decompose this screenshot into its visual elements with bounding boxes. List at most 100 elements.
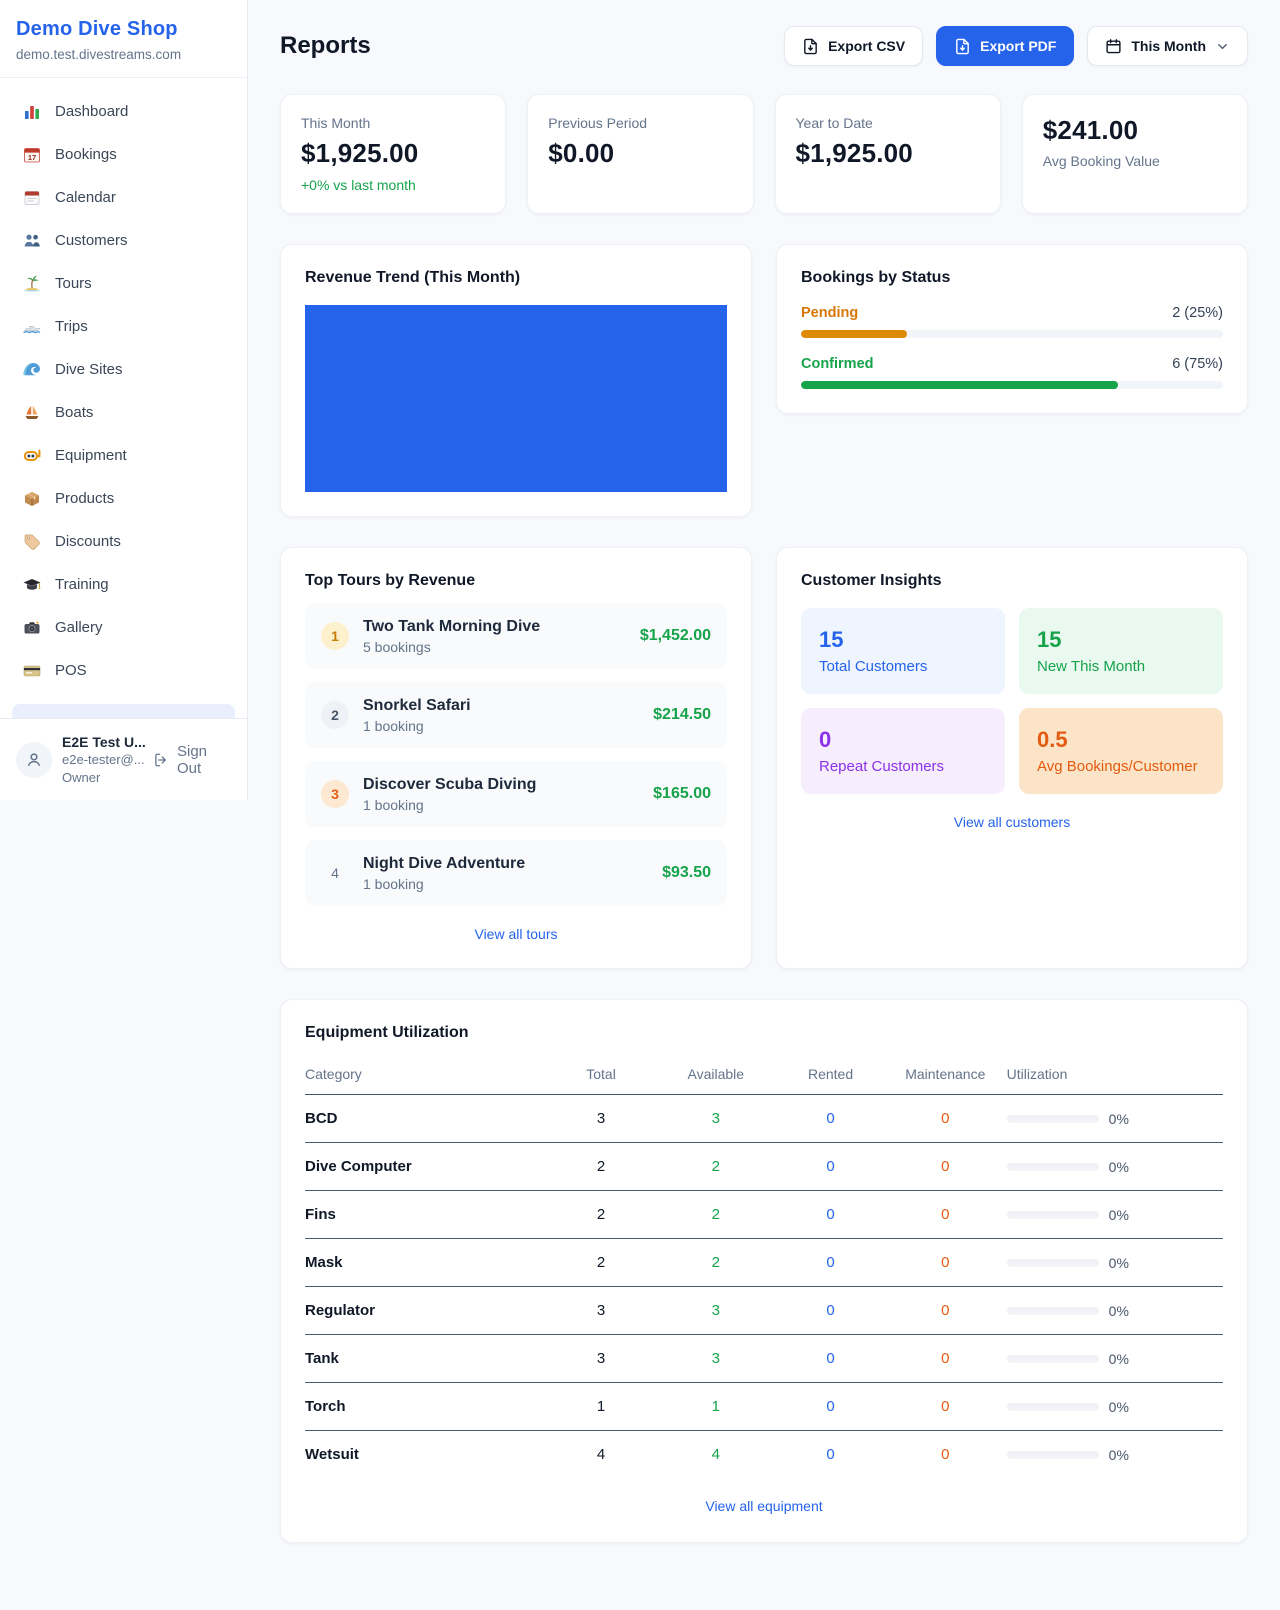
user-role: Owner [62,769,101,785]
two-people-icon [24,234,40,246]
sidebar-item-boats[interactable]: Boats [12,391,235,434]
sidebar-item-calendar[interactable]: Calendar [12,176,235,219]
sign-out-button[interactable]: Sign Out [153,743,233,777]
export-csv-button[interactable]: Export CSV [784,26,924,66]
sidebar-item-reports[interactable]: Reports [12,704,235,718]
logout-icon [154,753,166,766]
sidebar-item-discounts[interactable]: Discounts [12,520,235,563]
tour-name: Two Tank Morning Dive [363,617,541,635]
cell-available: 4 [711,1446,720,1463]
sidebar-item-trips[interactable]: Trips [12,305,235,348]
cell-rented: 0 [826,1446,835,1463]
cell-maintenance: 0 [887,1142,1003,1191]
tour-row: 3 Discover Scuba Diving 1 booking $165.0… [305,761,727,827]
bar-chart-icon [25,105,39,119]
sidebar-item-pos[interactable]: POS [12,649,235,692]
cell-category: Mask [305,1238,544,1287]
wave-icon [23,362,40,375]
stat-value: $241.00 [1042,115,1139,145]
sidebar-item-label: Tours [55,275,92,292]
period-label: This Month [1131,38,1206,54]
sidebar-item-training[interactable]: Training [12,563,235,606]
cell-total: 2 [543,1190,659,1239]
stat-card-avg-booking-value: $241.00 Avg Booking Value [1021,94,1248,214]
user-email: e2e-tester@... [62,752,145,768]
island-icon [23,275,41,291]
sidebar-item-label: POS [55,662,87,679]
sidebar-item-customers[interactable]: Customers [12,219,235,262]
tile-new-this-month: 15 New This Month [1019,608,1223,694]
cell-rented: 0 [773,1238,888,1287]
page-title: Reports [280,32,371,59]
utilization-bar [1006,1162,1099,1171]
sidebar-item-tours[interactable]: Tours [12,262,235,305]
graduation-cap-icon [23,578,41,590]
equipment-utilization-card: Equipment Utilization Category Total Ava… [280,999,1248,1543]
tile-label: New This Month [1037,658,1146,675]
col-category: Category [305,1058,544,1095]
utilization-value: 0% [1108,1302,1129,1319]
cell-rented: 0 [773,1334,888,1383]
export-csv-label: Export CSV [828,38,906,54]
utilization-bar [1006,1210,1099,1219]
utilization-bar [1006,1258,1099,1267]
col-maintenance: Maintenance [887,1058,1003,1095]
cell-total: 3 [543,1286,659,1335]
cell-maintenance: 0 [941,1446,950,1463]
cell-total: 3 [543,1094,659,1143]
user-meta: E2E Test U... e2e-tester@... Owner [62,733,146,787]
user-name: E2E Test U... [62,733,146,750]
sidebar-item-label: Gallery [55,619,103,636]
sidebar-item-dive-sites[interactable]: Dive Sites [12,348,235,391]
status-row-pending: Pending 2 (25%) [801,305,1223,338]
sidebar-item-products[interactable]: Products [12,477,235,520]
cell-maintenance: 0 [887,1334,1003,1383]
export-pdf-button[interactable]: Export PDF [936,26,1075,66]
tile-label: Repeat Customers [819,758,945,775]
stat-value: $1,925.00 [795,138,913,168]
stat-label: Previous Period [548,115,648,131]
tile-repeat-customers: 0 Repeat Customers [801,708,1005,794]
table-row: Regulator 3 3 0 0 0% [305,1286,1223,1335]
sidebar-item-dashboard[interactable]: Dashboard [12,90,235,133]
utilization-value: 0% [1108,1350,1129,1367]
tour-bookings: 1 booking [363,717,424,734]
status-label: Pending [801,305,859,321]
cell-available: 2 [658,1190,774,1239]
tour-bookings: 1 booking [363,796,424,813]
period-dropdown[interactable]: This Month [1087,26,1248,66]
status-row-confirmed: Confirmed 6 (75%) [801,356,1223,389]
view-all-equipment-link[interactable]: View all equipment [705,1498,823,1514]
equipment-utilization-title: Equipment Utilization [305,1024,469,1041]
cell-category: Fins [305,1190,544,1239]
chevron-down-icon [1218,43,1227,49]
cell-available: 3 [658,1334,774,1383]
view-all-customers-link[interactable]: View all customers [953,814,1071,830]
table-header-row: Category Total Available Rented Maintena… [305,1058,1223,1095]
package-icon [25,491,39,506]
progress-fill [801,381,1118,389]
sidebar-item-equipment[interactable]: Equipment [12,434,235,477]
progress-fill [801,330,907,338]
cell-category: Tank [305,1334,544,1383]
sidebar-item-gallery[interactable]: Gallery [12,606,235,649]
stat-card-previous-period: Previous Period $0.00 [527,94,754,214]
bookings-by-status-title: Bookings by Status [801,269,951,286]
tour-row: 4 Night Dive Adventure 1 booking $93.50 [305,840,727,906]
tour-revenue: $93.50 [662,864,711,881]
sailboat-icon [25,405,39,419]
sidebar-item-bookings[interactable]: 17 Bookings [12,133,235,176]
cell-available: 2 [658,1142,774,1191]
dive-mask-icon [23,449,41,461]
view-all-tours-link[interactable]: View all tours [474,926,558,942]
revenue-chart-bar [305,305,727,492]
speedboat-icon [23,325,41,333]
sidebar-item-label: Customers [55,232,128,249]
top-tours-title: Top Tours by Revenue [305,572,476,589]
sign-out-label: Sign Out [176,742,208,777]
camera-icon [24,620,40,633]
tour-revenue: $1,452.00 [639,627,711,644]
cell-category: Torch [305,1382,544,1431]
utilization-value: 0% [1108,1446,1129,1463]
cell-category: Regulator [305,1286,544,1335]
